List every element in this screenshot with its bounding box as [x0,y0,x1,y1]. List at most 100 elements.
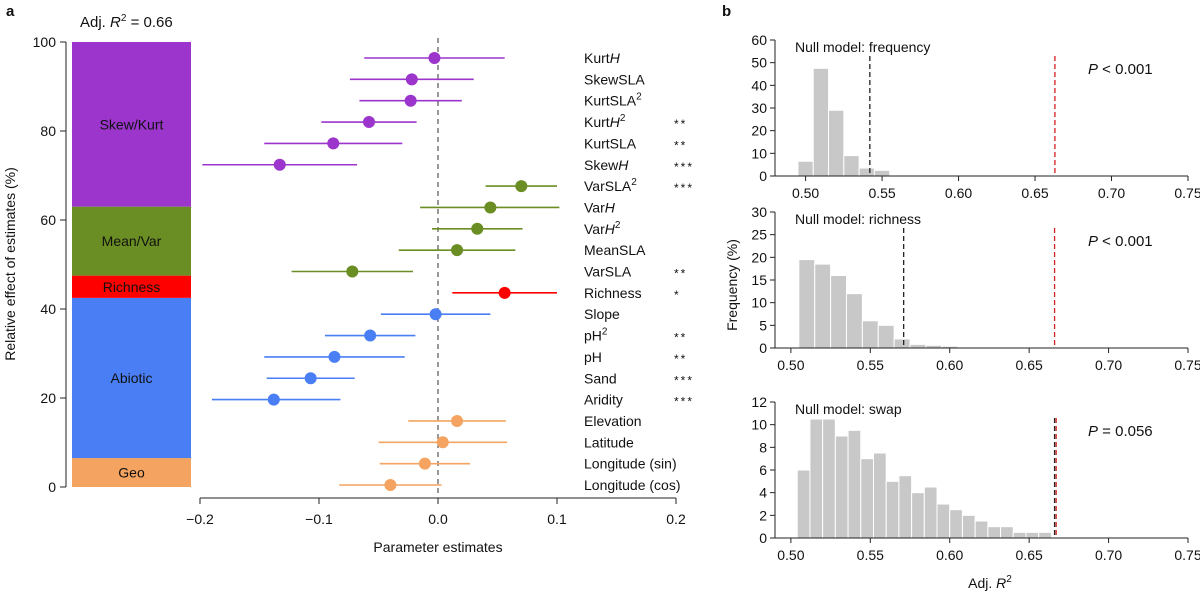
predictor-label: MeanSLA [584,242,646,258]
histogram-x-tick-label: 0.75 [1174,357,1200,373]
histogram-y-tick-label: 10 [751,145,767,161]
estimate-point [327,137,340,150]
estimate-point [404,94,417,107]
estimate-point [346,265,359,278]
histogram-bar [828,109,845,177]
histogram-bar [1025,531,1040,539]
predictor-label-base: Kurt [584,114,610,130]
predictor-label-base: Kurt [584,50,610,66]
y-tick-label: 40 [40,301,56,317]
histogram-y-tick-label: 12 [751,394,767,410]
histogram-y-tick-label: 30 [751,100,767,116]
predictor-label-base: Skew [584,157,619,173]
significance-stars: ** [674,352,687,366]
predictor-label-base: pH [584,349,602,365]
histogram-bar [860,458,874,539]
histogram-title: Null model: frequency [795,39,930,55]
p-value-text: < 0.001 [1098,233,1153,250]
estimate-point [418,457,431,470]
panel-b-xlabel-prefix: Adj. [968,575,996,591]
y-tick-label: 100 [33,34,57,50]
predictor-label-base: Elevation [584,413,642,429]
significance-stars: *** [674,160,694,174]
adj-r2-suffix: = 0.66 [126,14,172,31]
histogram-1: 0 10 20 30 40 50 60 0.50 0.55 0.60 0.65 0.70 0.75 Nul… [751,32,1200,201]
histogram-bar [987,526,1002,539]
predictor-label-base: VarSLA [584,178,632,194]
panel-a-xlabel: Parameter estimates [373,539,502,555]
histogram-y-tick-label: 20 [751,123,767,139]
histogram-x-tick-label: 0.70 [1095,547,1122,563]
histogram-x-tick-label: 0.65 [1016,357,1043,373]
significance-stars: ** [674,331,687,345]
predictor-label: Elevation [584,413,642,429]
histogram-y-tick-label: 40 [751,77,767,93]
histogram-2: 0 5 10 15 20 25 30 0.50 0.55 0.60 0.65 0.70 0.75 Null… [751,204,1200,373]
predictor-label: SkewSLA [584,71,645,87]
effect-segment-richness [72,275,191,298]
panel-b-label: b [722,3,731,20]
significance-stars: *** [674,181,694,195]
p-value-label: P < 0.001 [1088,233,1153,250]
effect-segment-label: Mean/Var [102,233,162,249]
predictor-label: Latitude [584,434,634,450]
p-value-symbol: P [1088,423,1098,440]
y-tick-label: 80 [40,123,56,139]
histogram-bar [797,160,814,177]
x-tick-label: −0.2 [186,511,214,527]
histogram-bar [814,263,832,349]
predictor-label-italic: H [618,157,629,173]
adj-r2-prefix: Adj. [80,14,110,31]
histogram-y-tick-label: 0 [759,340,767,356]
effect-segment-label: Geo [118,465,145,481]
predictor-label: KurtSLA [584,135,637,151]
histogram-x-tick-label: 0.50 [792,185,819,201]
predictor-label: KurtH [584,50,621,66]
predictor-label-sup: 2 [631,177,637,188]
estimate-point [471,222,484,235]
histogram-y-tick-label: 5 [759,317,767,333]
y-tick-label: 20 [40,390,56,406]
panel-b-xlabel-sup: 2 [1006,574,1012,585]
histogram-y-tick-label: 4 [759,485,767,501]
predictor-label-sup: 2 [620,113,626,124]
estimate-point [384,479,397,491]
histogram-bar [843,155,860,177]
effect-segment-label: Richness [103,279,161,295]
predictor-label: Longitude (cos) [584,477,681,493]
predictor-label: VarSLA2 [584,177,637,194]
panel-b-xlabel: Adj. R2 [968,574,1012,591]
histogram-bar [877,324,895,349]
histogram-bar [834,435,849,539]
predictor-label: Longitude (sin) [584,456,677,472]
histogram-3: 0 2 4 6 8 10 12 0.50 0.55 0.60 0.65 0.70 0.75 Null mo… [751,394,1200,563]
estimate-point [364,329,377,342]
histogram-bar [812,67,830,177]
histogram-bar [885,480,900,539]
significance-stars: * [674,288,681,302]
adj-r2-r: R [110,14,121,31]
histogram-bar [809,418,824,539]
histogram-y-tick-label: 10 [751,417,767,433]
adj-r2-label: Adj. R2 = 0.66 [80,13,173,31]
significance-stars: ** [674,117,687,131]
panel-a-label: a [6,3,15,20]
x-tick-label: 0.0 [428,511,448,527]
x-tick-label: 0.2 [666,511,686,527]
histogram-bar [845,293,863,349]
predictor-label-italic: H [610,50,621,66]
effect-segment-label: Skew/Kurt [100,116,164,132]
histogram-x-tick-label: 0.60 [945,185,972,201]
predictor-label-base: MeanSLA [584,242,646,258]
histogram-bar [822,418,836,539]
histogram-bar [861,320,879,349]
histogram-bar [898,475,913,539]
estimate-point [436,436,449,449]
histogram-x-tick-label: 0.75 [1174,185,1200,201]
predictor-label-sup: 2 [602,327,608,338]
predictor-label-italic: H [605,199,616,215]
histogram-y-tick-label: 6 [759,462,767,478]
histogram-y-tick-label: 2 [759,507,767,523]
